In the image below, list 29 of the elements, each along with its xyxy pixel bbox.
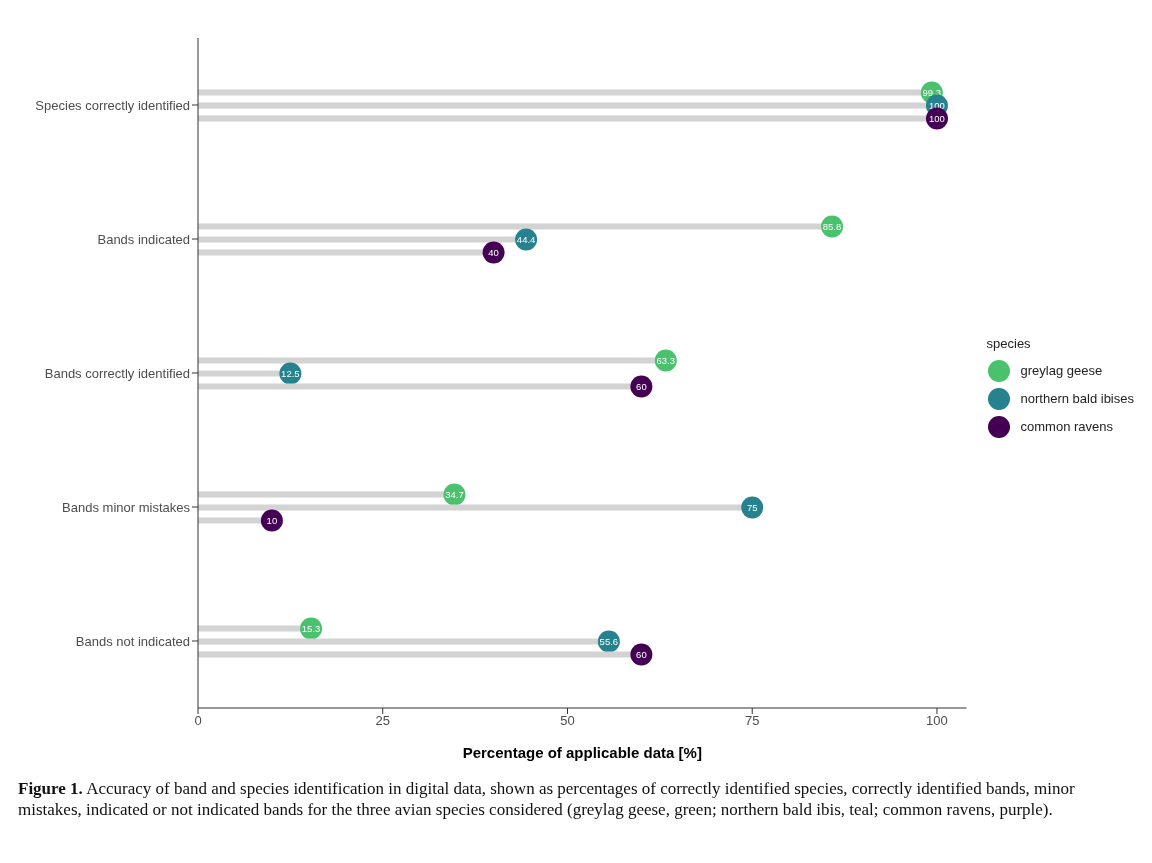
data-label: 63.3 — [656, 354, 676, 366]
y-tick-label: Species correctly identified — [35, 97, 190, 113]
data-label: 12.5 — [281, 367, 300, 379]
x-axis-title: Percentage of applicable data [%] — [462, 744, 702, 761]
x-tick-label: 0 — [194, 713, 202, 729]
x-tick-label: 25 — [375, 713, 390, 729]
data-label: 44.4 — [516, 233, 536, 245]
data-label: 60 — [636, 648, 647, 660]
data-label: 85.8 — [822, 220, 842, 232]
data-label: 55.6 — [599, 635, 619, 647]
caption: Figure 1. Accuracy of band and species identification in digital data, shown as percentages of correctly identified species, correctly identified bands, minor mistakes, indicated or not indicated bands for the three avian species considered (greylag geese, green; northern bald ibis, teal; common ravens, purple). — [18, 778, 1076, 820]
x-tick-label: 75 — [744, 713, 760, 729]
legend-label: greylag geese — [1020, 363, 1103, 378]
data-label: 75 — [746, 501, 758, 513]
legend-label: common ravens — [1020, 419, 1114, 434]
y-tick-label: Bands correctly identified — [44, 365, 190, 381]
data-label: 40 — [488, 246, 499, 258]
data-label: 15.3 — [301, 622, 321, 634]
x-tick-label: 50 — [560, 713, 575, 729]
legend-title: species — [986, 335, 1032, 351]
data-label: 10 — [266, 514, 278, 526]
legend-label: northern bald ibises — [1020, 391, 1134, 406]
y-tick-label: Bands indicated — [97, 231, 190, 247]
data-label: 60 — [636, 380, 647, 392]
y-tick-label: Bands minor mistakes — [62, 499, 191, 515]
data-label: 34.7 — [445, 488, 464, 500]
y-tick-label: Bands not indicated — [75, 633, 190, 649]
data-label: 100 — [929, 112, 945, 124]
x-tick-label: 100 — [926, 713, 948, 729]
